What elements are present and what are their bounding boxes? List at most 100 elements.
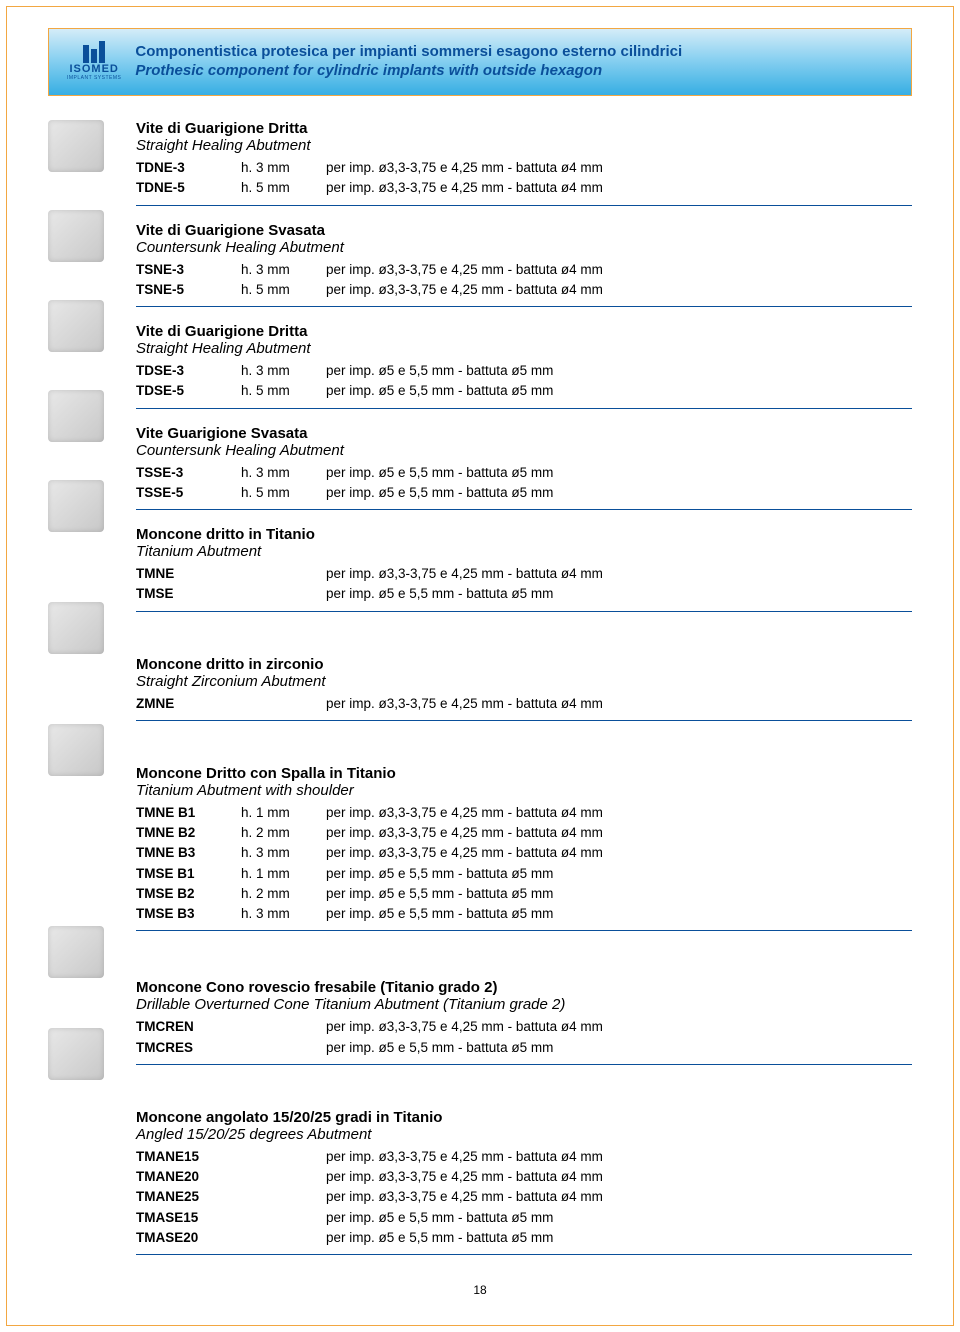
product-code: TDNE-3 (136, 158, 241, 178)
product-row: ZMNEper imp. ø3,3-3,75 e 4,25 mm - battu… (136, 694, 912, 714)
section-title-it: Vite Guarigione Svasata (136, 425, 912, 442)
text-column: Vite di Guarigione DrittaStraight Healin… (136, 120, 912, 1271)
product-code: TMNE (136, 564, 241, 584)
product-code: TSSE-3 (136, 463, 241, 483)
section-divider (136, 509, 912, 510)
banner-line1: Componentistica protesica per impianti s… (135, 43, 893, 60)
header-banner: ISOMED IMPLANT SYSTEMS Componentistica p… (48, 28, 912, 96)
product-dimension (241, 1208, 326, 1228)
product-dimension (241, 1167, 326, 1187)
section-gap (136, 1081, 912, 1109)
product-code: TMSE B1 (136, 864, 241, 884)
section-gap (136, 947, 912, 979)
product-code: TDSE-3 (136, 361, 241, 381)
product-spec: per imp. ø3,3-3,75 e 4,25 mm - battuta ø… (326, 564, 912, 584)
product-spec: per imp. ø5 e 5,5 mm - battuta ø5 mm (326, 483, 912, 503)
product-spec: per imp. ø3,3-3,75 e 4,25 mm - battuta ø… (326, 843, 912, 863)
product-code: TSNE-5 (136, 280, 241, 300)
product-row: TMCRES per imp. ø5 e 5,5 mm - battuta ø5 … (136, 1038, 912, 1058)
product-spec: per imp. ø3,3-3,75 e 4,25 mm - battuta ø… (326, 1187, 912, 1207)
product-dimension: h. 3 mm (241, 904, 326, 924)
section-divider (136, 306, 912, 307)
product-dimension: h. 2 mm (241, 823, 326, 843)
product-dimension: h. 2 mm (241, 884, 326, 904)
product-row: TMANE20per imp. ø3,3-3,75 e 4,25 mm - ba… (136, 1167, 912, 1187)
product-thumb (48, 300, 104, 352)
product-thumb (48, 120, 104, 172)
product-thumb (48, 390, 104, 442)
product-spec: per imp. ø3,3-3,75 e 4,25 mm - battuta ø… (326, 1147, 912, 1167)
section-title-en: Straight Zirconium Abutment (136, 673, 912, 690)
product-spec: per imp. ø5 e 5,5 mm - battuta ø5 mm (326, 361, 912, 381)
product-code: TSNE-3 (136, 260, 241, 280)
logo-bars-icon (83, 41, 105, 63)
product-row: TSSE-3h. 3 mmper imp. ø5 e 5,5 mm - batt… (136, 463, 912, 483)
product-code: TSSE-5 (136, 483, 241, 503)
product-row: TDSE-3h. 3 mmper imp. ø5 e 5,5 mm - batt… (136, 361, 912, 381)
product-row: TMSE B1h. 1 mmper imp. ø5 e 5,5 mm - bat… (136, 864, 912, 884)
product-dimension: h. 5 mm (241, 178, 326, 198)
section-title-it: Moncone angolato 15/20/25 gradi in Titan… (136, 1109, 912, 1126)
product-spec: per imp. ø5 e 5,5 mm - battuta ø5 mm (326, 381, 912, 401)
section-divider (136, 1064, 912, 1065)
section-title-en: Drillable Overturned Cone Titanium Abutm… (136, 996, 912, 1013)
product-row: TSSE-5h. 5 mmper imp. ø5 e 5,5 mm - batt… (136, 483, 912, 503)
section-gap (136, 737, 912, 765)
section-divider (136, 408, 912, 409)
product-dimension: h. 3 mm (241, 158, 326, 178)
product-code: TMSE (136, 584, 241, 604)
product-code: TMCRES (136, 1038, 241, 1058)
product-dimension: h. 5 mm (241, 381, 326, 401)
product-row: TMSE B2h. 2 mmper imp. ø5 e 5,5 mm - bat… (136, 884, 912, 904)
logo-name: ISOMED (69, 63, 118, 75)
page: ISOMED IMPLANT SYSTEMS Componentistica p… (0, 0, 960, 1317)
product-dimension (241, 1228, 326, 1248)
section-title-it: Vite di Guarigione Dritta (136, 120, 912, 137)
product-spec: per imp. ø3,3-3,75 e 4,25 mm - battuta ø… (326, 803, 912, 823)
section-title-en: Straight Healing Abutment (136, 137, 912, 154)
product-row: TDNE-5h. 5 mmper imp. ø3,3-3,75 e 4,25 m… (136, 178, 912, 198)
section-title-it: Moncone Cono rovescio fresabile (Titanio… (136, 979, 912, 996)
banner-line2: Prothesic component for cylindric implan… (135, 62, 893, 79)
product-section: Vite di Guarigione SvasataCountersunk He… (136, 222, 912, 308)
product-code: TDSE-5 (136, 381, 241, 401)
product-row: TMANE25per imp. ø3,3-3,75 e 4,25 mm - ba… (136, 1187, 912, 1207)
product-code: TMSE B2 (136, 884, 241, 904)
section-divider (136, 720, 912, 721)
product-thumb (48, 602, 104, 654)
product-section: Vite Guarigione SvasataCountersunk Heali… (136, 425, 912, 511)
section-divider (136, 611, 912, 612)
product-spec: per imp. ø3,3-3,75 e 4,25 mm - battuta ø… (326, 823, 912, 843)
product-spec: per imp. ø3,3-3,75 e 4,25 mm - battuta ø… (326, 694, 912, 714)
product-dimension (241, 1017, 326, 1037)
product-dimension: h. 5 mm (241, 483, 326, 503)
product-row: TMNE B1h. 1 mmper imp. ø3,3-3,75 e 4,25 … (136, 803, 912, 823)
section-divider (136, 205, 912, 206)
product-dimension: h. 1 mm (241, 803, 326, 823)
product-spec: per imp. ø5 e 5,5 mm - battuta ø5 mm (326, 884, 912, 904)
product-code: TMNE B2 (136, 823, 241, 843)
page-number: 18 (48, 1283, 912, 1297)
product-section: Moncone dritto in zirconioStraight Zirco… (136, 656, 912, 721)
product-row: TDSE-5h. 5 mmper imp. ø5 e 5,5 mm - batt… (136, 381, 912, 401)
product-spec: per imp. ø5 e 5,5 mm - battuta ø5 mm (326, 1038, 912, 1058)
product-row: TMASE15per imp. ø5 e 5,5 mm - battuta ø5… (136, 1208, 912, 1228)
product-code: TMASE20 (136, 1228, 241, 1248)
product-thumb (48, 1028, 104, 1080)
section-gap (136, 628, 912, 656)
banner-titles: Componentistica protesica per impianti s… (135, 43, 893, 79)
product-spec: per imp. ø5 e 5,5 mm - battuta ø5 mm (326, 1208, 912, 1228)
product-row: TMNE B3h. 3 mmper imp. ø3,3-3,75 e 4,25 … (136, 843, 912, 863)
product-dimension: h. 3 mm (241, 260, 326, 280)
section-title-it: Vite di Guarigione Dritta (136, 323, 912, 340)
product-dimension (241, 1187, 326, 1207)
product-code: TMNE B1 (136, 803, 241, 823)
product-row: TSNE-5h. 5 mmper imp. ø3,3-3,75 e 4,25 m… (136, 280, 912, 300)
product-code: TDNE-5 (136, 178, 241, 198)
product-row: TDNE-3h. 3 mmper imp. ø3,3-3,75 e 4,25 m… (136, 158, 912, 178)
product-code: TMSE B3 (136, 904, 241, 924)
section-title-it: Moncone dritto in zirconio (136, 656, 912, 673)
product-thumb (48, 926, 104, 978)
product-dimension (241, 1038, 326, 1058)
product-spec: per imp. ø3,3-3,75 e 4,25 mm - battuta ø… (326, 1017, 912, 1037)
